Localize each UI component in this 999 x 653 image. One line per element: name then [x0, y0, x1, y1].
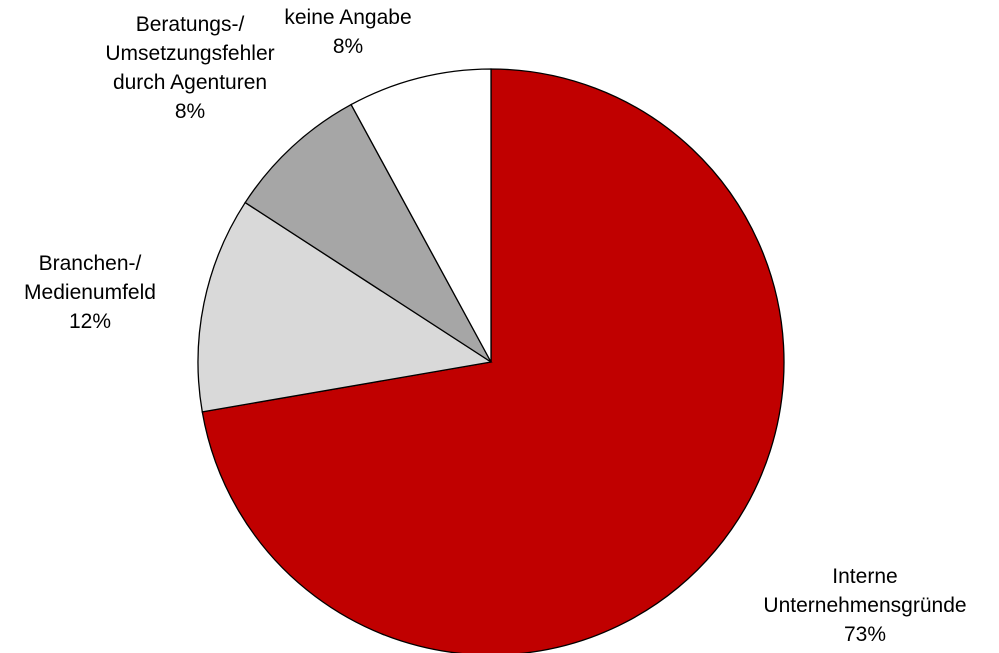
pie-slice: [244, 103, 492, 363]
slice-label: keine Angabe 8%: [284, 6, 411, 58]
label-line: Branchen-/: [39, 252, 142, 275]
slice-label: Beratungs-/ Umsetzungsfehler durch Agentur…: [105, 13, 274, 123]
label-line: Umsetzungsfehler: [105, 42, 274, 65]
slice-label: Interne Unternehmensgründe 73%: [763, 565, 966, 646]
label-line: Unternehmensgründe: [763, 594, 966, 617]
pie-slice: [350, 68, 492, 363]
label-line: keine Angabe: [284, 6, 411, 29]
label-line: Medienumfeld: [24, 281, 156, 304]
label-line: Beratungs-/: [136, 13, 245, 36]
value-label: 73%: [844, 623, 886, 646]
value-label: 8%: [175, 100, 205, 123]
value-label: 12%: [69, 310, 111, 333]
pie-slice: [197, 201, 493, 413]
pie-slice: [201, 68, 785, 653]
value-label: 8%: [333, 35, 363, 58]
label-line: Interne: [832, 565, 897, 588]
label-line: durch Agenturen: [113, 71, 267, 94]
slice-label: Branchen-/ Medienumfeld 12%: [24, 252, 156, 333]
